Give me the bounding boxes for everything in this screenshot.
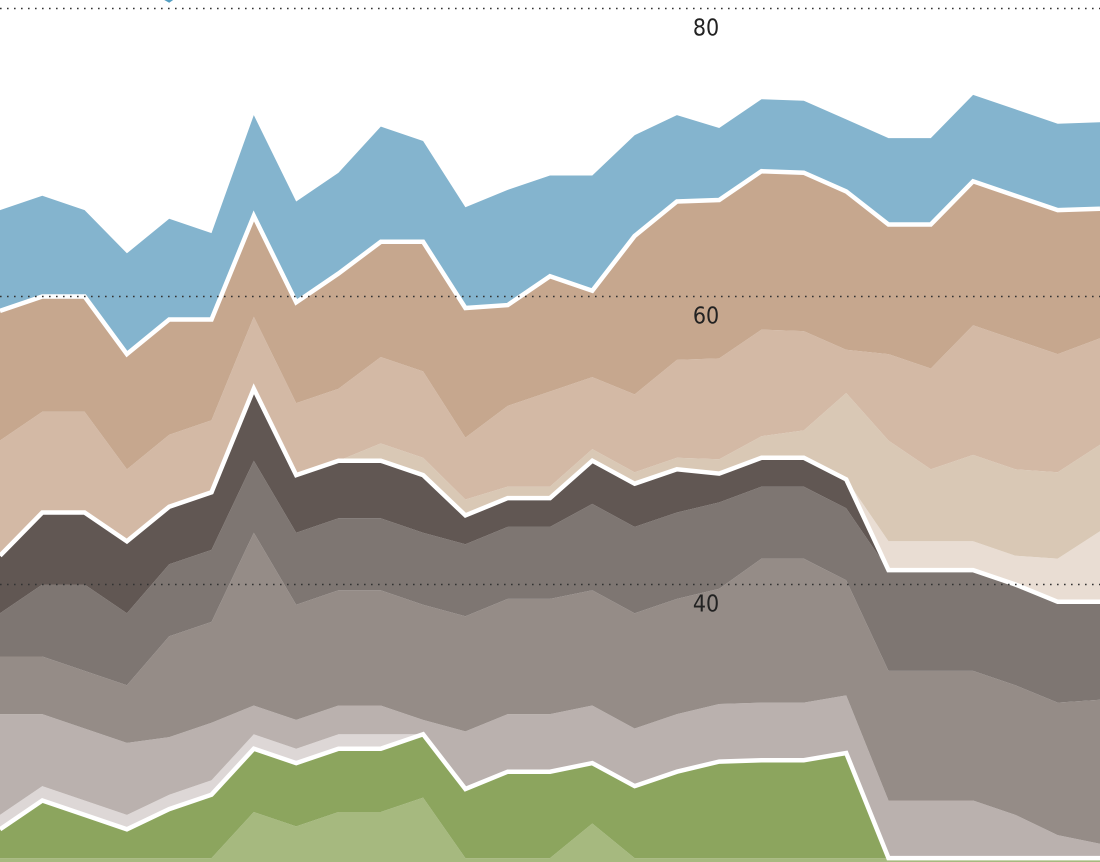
divider-line-2 [0, 731, 1100, 861]
area-layer-5 [0, 532, 1100, 844]
area-layer-12 [0, 94, 1100, 355]
gridlines [0, 7, 1100, 586]
area-layer-11 [0, 171, 1100, 470]
area-layer-13 [164, 0, 174, 3]
divider-line-11 [0, 168, 1100, 358]
area-layer-4 [0, 695, 1100, 859]
area-layer-6 [0, 460, 1100, 703]
divider-line-7 [0, 383, 1100, 605]
area-layer-9 [0, 388, 1100, 559]
area-layer-7 [0, 388, 1100, 614]
area-layer-2 [0, 734, 1100, 859]
area-layer-10 [0, 316, 1100, 556]
y-tick-label-60: 60 [693, 304, 719, 330]
y-tick-labels: 40 60 80 [693, 16, 719, 618]
y-tick-label-40: 40 [693, 592, 719, 618]
area-layer-1 [0, 797, 1100, 862]
y-tick-label-80: 80 [693, 16, 719, 42]
divider-lines [0, 168, 1100, 861]
